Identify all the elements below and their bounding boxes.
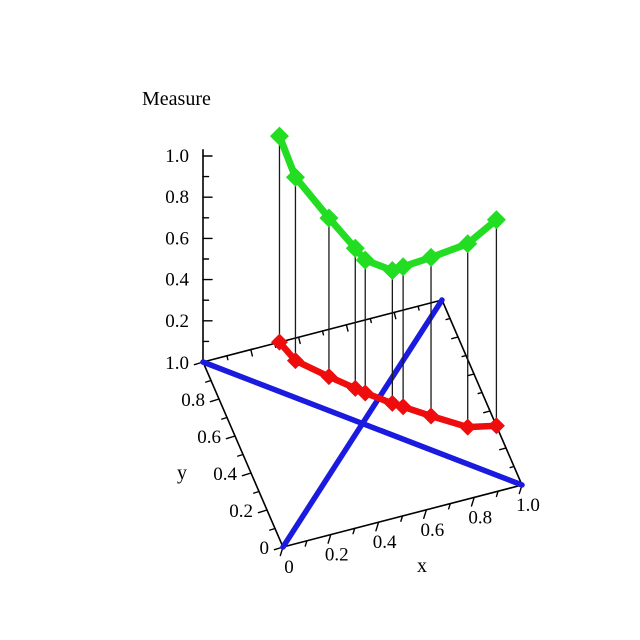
base-projection-curve-marker (487, 417, 505, 435)
x-tick-label: 0 (284, 557, 294, 578)
tick-mark (461, 354, 467, 358)
tick-mark (369, 317, 372, 324)
z-tick-label: 1.0 (165, 146, 189, 167)
measure-curve-marker (393, 257, 413, 277)
tick-mark (499, 447, 507, 451)
x-axis-label: x (417, 555, 427, 577)
tick-mark (225, 435, 236, 440)
tick-mark (327, 533, 332, 544)
measure-curve-marker (486, 210, 506, 230)
x-tick-label: 1.0 (516, 495, 540, 516)
tick-mark (467, 373, 475, 377)
tick-mark (451, 336, 459, 340)
tick-mark (445, 317, 451, 321)
x-tick-label: 0.6 (421, 520, 445, 541)
tick-mark (345, 324, 349, 332)
tick-mark (393, 311, 397, 320)
measure-curve-marker (355, 250, 375, 270)
tick-mark (237, 453, 244, 457)
tick-mark (447, 502, 451, 510)
tick-mark (495, 490, 499, 498)
measure-curve-marker (269, 126, 289, 146)
measure-curve (275, 132, 500, 275)
tick-mark (352, 527, 356, 535)
base-projection-curve-marker (394, 398, 412, 416)
tick-mark (417, 305, 420, 311)
base-projection-curve-marker (320, 368, 338, 386)
tick-mark (209, 398, 220, 403)
tick-mark (423, 509, 428, 520)
tick-mark (321, 330, 325, 336)
x-tick-label: 0.4 (373, 532, 397, 553)
z-tick-label: 0.4 (165, 270, 189, 291)
base-projection-curve-marker (286, 352, 304, 370)
base-projection-curve-marker (270, 333, 288, 351)
base-projection-curve-marker (356, 384, 374, 402)
base-projection-curve (276, 338, 500, 431)
tick-mark (250, 348, 254, 357)
tick-mark (509, 465, 515, 469)
tick-mark (257, 509, 268, 514)
tick-mark (304, 540, 308, 547)
y-tick-label: 1.0 (165, 353, 189, 374)
base-projection-curve-marker (459, 418, 477, 436)
y-tick-label: 0.8 (181, 390, 205, 411)
y-tick-label: 0.6 (197, 427, 221, 448)
tick-mark (226, 355, 229, 361)
tick-mark (253, 490, 260, 494)
measure-curve-marker (319, 208, 339, 228)
anti-diagonal (200, 359, 525, 488)
measure-curve-marker (285, 167, 305, 187)
tick-mark (221, 416, 228, 420)
x-tick-label: 0.2 (325, 545, 349, 566)
tick-mark (477, 391, 483, 395)
x-tick-label: 0.8 (468, 507, 492, 528)
z-tick-label: 0.6 (165, 228, 189, 249)
z-tick-label: 0.2 (165, 311, 189, 332)
tick-mark (269, 527, 276, 531)
tick-mark (483, 410, 491, 414)
z-axis-title: Measure (142, 88, 211, 110)
tick-mark (375, 521, 380, 532)
tick-mark (470, 496, 475, 507)
y-tick-label: 0.4 (213, 464, 237, 485)
y-axis-label: y (177, 462, 187, 484)
tick-mark (205, 379, 212, 383)
y-tick-label: 0.2 (229, 501, 253, 522)
measure-curve-marker (458, 234, 478, 254)
z-tick-label: 0.8 (165, 187, 189, 208)
measure-curve-marker (421, 247, 441, 267)
tick-mark (297, 336, 301, 345)
y-tick-label: 0 (260, 538, 270, 559)
tick-mark (241, 472, 252, 477)
tick-mark (400, 515, 404, 522)
measure-curve-marker (345, 238, 365, 258)
base-projection-curve-marker (422, 407, 440, 425)
